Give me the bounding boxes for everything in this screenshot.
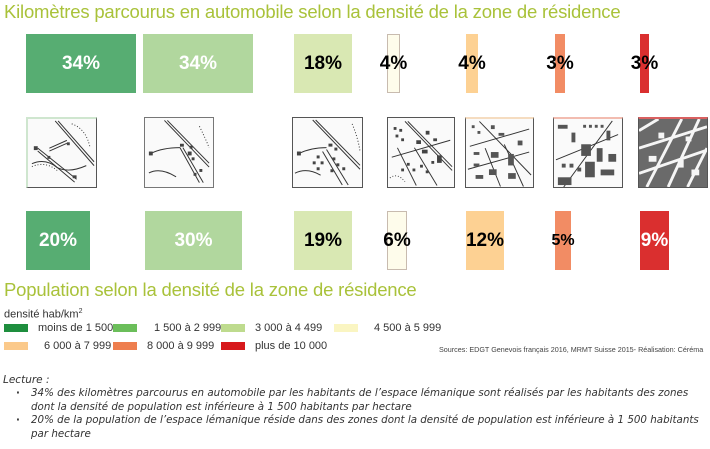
population-bar-class-5: 12%: [466, 211, 504, 270]
lecture-list: 34% des kilomètres parcourus en automobi…: [16, 387, 706, 441]
population-bar-label: 19%: [303, 229, 343, 251]
population-bar-class-4: 6%: [383, 211, 411, 270]
km-bar-class-3: 18%: [294, 34, 352, 93]
legend-label: 4 500 à 5 999: [374, 322, 442, 334]
legend-label: 6 000 à 7 999: [44, 340, 112, 352]
legend-heading: densité hab/km2: [4, 308, 83, 321]
km-bar-class-2: 34%: [143, 34, 253, 93]
legend-swatch: [113, 342, 137, 350]
population-bar-label: 30%: [174, 229, 213, 251]
legend-swatch: [4, 324, 28, 332]
map-density-6-icon: [553, 117, 623, 188]
legend-item-5: 6 000 à 7 999: [4, 340, 111, 352]
map-density-1-icon: [26, 117, 97, 188]
km-bar-label: 4%: [379, 52, 408, 74]
map-density-4-icon: [387, 117, 455, 188]
legend-label: moins de 1 500: [38, 322, 114, 334]
legend-label: plus de 10 000: [255, 340, 328, 352]
map-density-7-icon: [638, 117, 708, 188]
legend-item-4: 4 500 à 5 999: [334, 322, 441, 334]
km-bar-label: 34%: [178, 52, 218, 74]
map-density-2-icon: [144, 117, 214, 188]
km-bar-class-5: 4%: [458, 34, 486, 93]
population-bar-label: 12%: [465, 229, 505, 251]
chart-title-km: Kilomètres parcourus en automobile selon…: [4, 1, 621, 22]
population-bar-class-7: 9%: [640, 211, 669, 270]
legend-swatch: [221, 342, 245, 350]
km-bar-class-7: 3%: [631, 34, 658, 93]
sources-note: Sources: EDGT Genevois français 2016, MR…: [439, 345, 704, 354]
km-bar-label: 4%: [458, 52, 486, 74]
legend-item-1: moins de 1 500: [4, 322, 113, 334]
lecture-heading: Lecture :: [3, 374, 50, 386]
legend-swatch: [113, 324, 137, 332]
legend-item-2: 1 500 à 2 999: [113, 322, 221, 334]
legend-label: 3 000 à 4 499: [255, 322, 323, 334]
km-bar-class-6: 3%: [546, 34, 574, 93]
population-bar-class-1: 20%: [26, 211, 90, 270]
legend-item-7: plus de 10 000: [221, 340, 327, 352]
population-bar-label: 6%: [383, 229, 411, 251]
km-bar-label: 18%: [303, 52, 343, 74]
population-bar-label: 5%: [551, 231, 575, 249]
legend-label: 1 500 à 2 999: [154, 322, 222, 334]
map-density-5-icon: [465, 117, 534, 188]
legend-swatch: [221, 324, 245, 332]
map-density-3-icon: [292, 117, 363, 188]
km-bar-label: 3%: [630, 52, 659, 74]
population-bar-class-3: 19%: [294, 211, 352, 270]
km-bar-label: 3%: [546, 52, 574, 74]
legend-item-3: 3 000 à 4 499: [221, 322, 322, 334]
km-bar-label: 34%: [61, 52, 101, 74]
population-bar-class-2: 30%: [145, 211, 242, 270]
legend-heading-sup: 2: [78, 308, 83, 315]
km-bar-class-4: 4%: [380, 34, 407, 93]
legend-swatch: [334, 324, 358, 332]
lecture-item: 20% de la population de l’espace lémaniq…: [16, 414, 706, 441]
population-bar-class-6: 5%: [551, 211, 575, 270]
population-bar-label: 20%: [38, 229, 78, 251]
chart-title-population: Population selon la densité de la zone d…: [4, 279, 417, 300]
legend-heading-text: densité hab/km: [4, 308, 79, 321]
km-bar-class-1: 34%: [26, 34, 136, 93]
population-bar-label: 9%: [640, 229, 669, 251]
legend-item-6: 8 000 à 9 999: [113, 340, 214, 352]
legend-label: 8 000 à 9 999: [147, 340, 215, 352]
legend-swatch: [4, 342, 28, 350]
lecture-item: 34% des kilomètres parcourus en automobi…: [16, 387, 706, 414]
